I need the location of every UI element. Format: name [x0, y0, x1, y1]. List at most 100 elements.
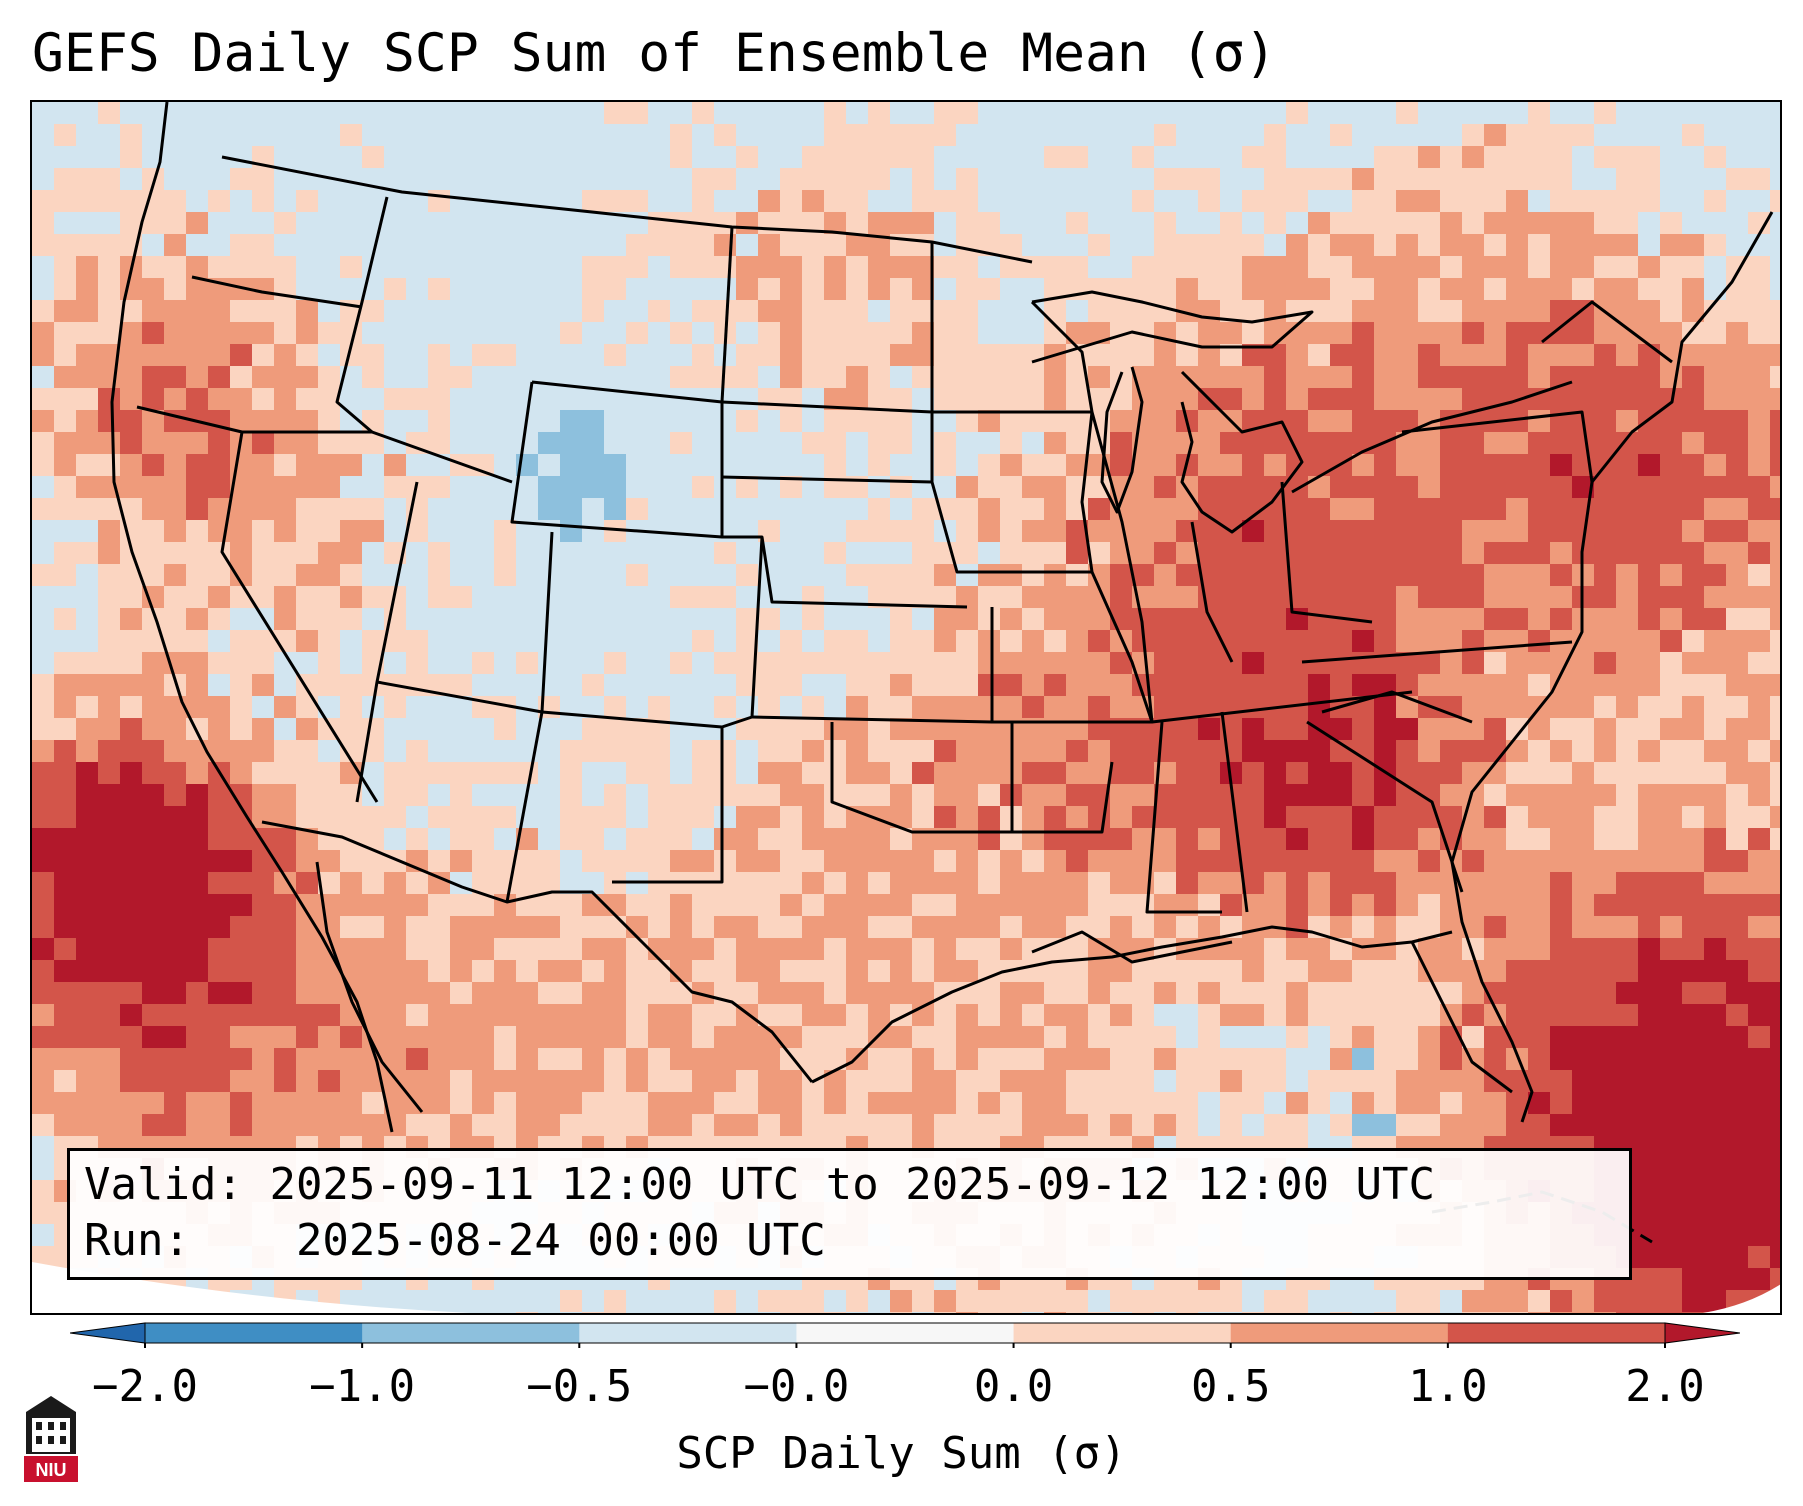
scp-field-cell: [714, 762, 736, 784]
scp-field-cell: [1110, 586, 1132, 608]
scp-field-cell: [1286, 102, 1308, 124]
scp-field-cell: [1616, 718, 1638, 740]
scp-field-cell: [1264, 960, 1286, 982]
scp-field-cell: [1330, 388, 1352, 410]
scp-field-cell: [1198, 586, 1220, 608]
scp-field-cell: [714, 938, 736, 960]
scp-field-cell: [494, 1048, 516, 1070]
scp-field-cell: [1396, 806, 1418, 828]
scp-field-cell: [1616, 322, 1638, 344]
scp-field-cell: [1418, 1312, 1440, 1313]
scp-field-cell: [1572, 278, 1594, 300]
scp-field-cell: [98, 674, 120, 696]
scp-field-cell: [1506, 1312, 1528, 1313]
scp-field-cell: [934, 696, 956, 718]
scp-field-cell: [362, 960, 384, 982]
scp-field-cell: [824, 168, 846, 190]
scp-field-cell: [758, 916, 780, 938]
scp-field-cell: [164, 1048, 186, 1070]
scp-field-cell: [1682, 938, 1704, 960]
scp-field-cell: [1374, 630, 1396, 652]
scp-field-cell: [1638, 850, 1660, 872]
scp-field-cell: [1682, 344, 1704, 366]
scp-field-cell: [186, 630, 208, 652]
scp-field-cell: [1748, 674, 1770, 696]
map-panel[interactable]: [30, 100, 1782, 1315]
scp-field-cell: [1550, 1290, 1572, 1312]
scp-field-cell: [1616, 916, 1638, 938]
scp-field-cell: [340, 718, 362, 740]
scp-field-cell: [32, 916, 54, 938]
scp-field-cell: [626, 1092, 648, 1114]
scp-field-cell: [824, 938, 846, 960]
scp-field-cell: [1418, 740, 1440, 762]
scp-field-cell: [846, 1092, 868, 1114]
scp-field-cell: [1616, 1004, 1638, 1026]
scp-field-cell: [1330, 520, 1352, 542]
scp-field-cell: [1550, 894, 1572, 916]
scp-field-cell: [1462, 938, 1484, 960]
scp-field-cell: [1572, 652, 1594, 674]
scp-field-cell: [1242, 146, 1264, 168]
scp-field-cell: [1198, 454, 1220, 476]
scp-field-cell: [824, 982, 846, 1004]
scp-field-cell: [1550, 586, 1572, 608]
scp-field-cell: [1286, 1026, 1308, 1048]
scp-field-cell: [758, 982, 780, 1004]
scp-field-cell: [384, 982, 406, 1004]
scp-field-cell: [1748, 608, 1770, 630]
scp-field-cell: [912, 784, 934, 806]
scp-field-cell: [1770, 762, 1780, 784]
border-mt-nd: [720, 226, 734, 403]
scp-field-cell: [1748, 696, 1770, 718]
scp-field-cell: [1506, 828, 1528, 850]
scp-field-cell: [208, 1114, 230, 1136]
scp-field-cell: [1330, 652, 1352, 674]
scp-field-cell: [274, 520, 296, 542]
scp-field-cell: [758, 674, 780, 696]
scp-field-cell: [1682, 586, 1704, 608]
scp-field-cell: [1594, 388, 1616, 410]
border-ny-pa: [1401, 410, 1594, 483]
scp-field-cell: [1418, 1004, 1440, 1026]
scp-field-cell: [1682, 1048, 1704, 1070]
scp-field-cell: [1088, 1026, 1110, 1048]
scp-field-cell: [758, 894, 780, 916]
scp-field-cell: [252, 432, 274, 454]
scp-field-cell: [758, 520, 780, 542]
scp-field-cell: [230, 630, 252, 652]
scp-field-cell: [934, 586, 956, 608]
scp-field-cell: [1660, 564, 1682, 586]
scp-field-cell: [604, 740, 626, 762]
scp-field-cell: [54, 498, 76, 520]
scp-field-cell: [142, 718, 164, 740]
scp-field-cell: [142, 256, 164, 278]
scp-field-cell: [604, 102, 626, 124]
scp-field-cell: [714, 1070, 736, 1092]
scp-field-cell: [1704, 718, 1726, 740]
scp-field-cell: [494, 564, 516, 586]
scp-field-cell: [736, 278, 758, 300]
scp-field-cell: [1462, 212, 1484, 234]
scp-field-cell: [318, 1070, 340, 1092]
scp-field-cell: [230, 1004, 252, 1026]
scp-field-cell: [1374, 1048, 1396, 1070]
scp-field-cell: [1682, 1312, 1704, 1313]
scp-field-cell: [626, 762, 648, 784]
scp-field-cell: [604, 1312, 626, 1313]
scp-field-cell: [252, 982, 274, 1004]
scp-field-cell: [186, 828, 208, 850]
scp-field-cell: [340, 256, 362, 278]
scp-field-cell: [1660, 1004, 1682, 1026]
scp-field-cell: [1000, 344, 1022, 366]
scp-field-cell: [758, 322, 780, 344]
scp-field-cell: [164, 674, 186, 696]
scp-field-cell: [208, 586, 230, 608]
scp-field-cell: [1264, 1048, 1286, 1070]
scp-field-cell: [362, 432, 384, 454]
scp-field-cell: [1748, 652, 1770, 674]
scp-field-cell: [1484, 564, 1506, 586]
scp-field-cell: [1330, 300, 1352, 322]
scp-field-cell: [1462, 388, 1484, 410]
scp-field-cell: [1242, 432, 1264, 454]
